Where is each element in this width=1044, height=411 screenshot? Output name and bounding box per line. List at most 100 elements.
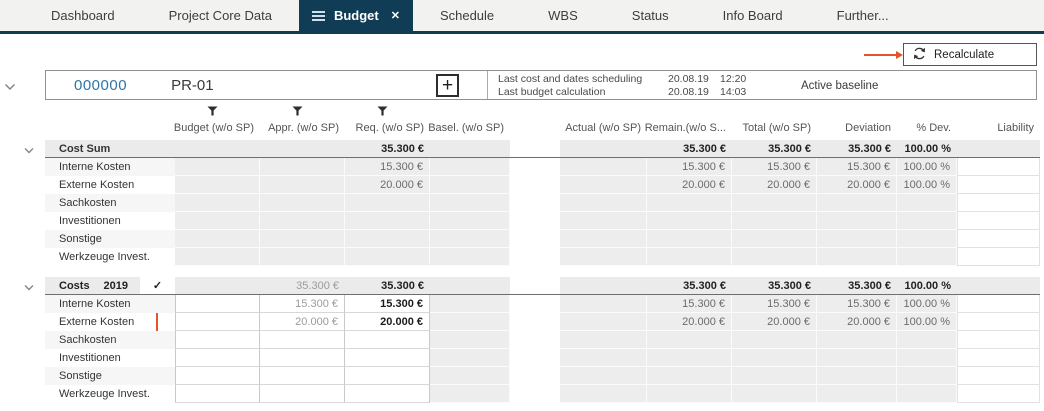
- chevron-down-icon[interactable]: [4, 78, 16, 96]
- cell-basel: [430, 331, 510, 349]
- cell-liability[interactable]: [957, 194, 1040, 212]
- cell-req[interactable]: [345, 349, 430, 367]
- group-cell-req: 35.300 €: [345, 277, 430, 295]
- cell-pdev: [897, 385, 957, 403]
- cell-liability[interactable]: [957, 313, 1040, 331]
- tab-project-core-data[interactable]: Project Core Data: [142, 0, 299, 31]
- table-row: Werkzeuge Invest.: [0, 248, 1040, 266]
- chevron-down-icon[interactable]: [24, 145, 34, 157]
- info-date: 20.08.19: [668, 86, 709, 98]
- cell-liability[interactable]: [957, 331, 1040, 349]
- tab-dashboard[interactable]: Dashboard: [24, 0, 142, 31]
- row-gutter: [45, 158, 55, 176]
- cell-deviation: [817, 367, 897, 385]
- info-date: 20.08.19: [668, 73, 709, 85]
- column-gap: [510, 140, 560, 158]
- cell-liability[interactable]: [957, 248, 1040, 266]
- row-expander-spacer: [0, 385, 45, 403]
- filter-icon[interactable]: [377, 106, 388, 119]
- filter-icon[interactable]: [207, 106, 218, 119]
- column-header-baseline[interactable]: Basel. (w/o SP): [428, 122, 510, 137]
- tab-budget[interactable]: Budget ✕: [298, 0, 413, 31]
- cell-remain: 15.300 €: [647, 158, 732, 176]
- project-number[interactable]: 000000: [74, 76, 128, 94]
- cell-budget[interactable]: [175, 331, 260, 349]
- group-cell-appr: 35.300 €: [260, 277, 345, 295]
- cell-budget[interactable]: [175, 295, 260, 313]
- filter-icon[interactable]: [292, 106, 303, 119]
- cell-basel: [430, 248, 510, 266]
- cell-liability[interactable]: [957, 367, 1040, 385]
- column-header-total[interactable]: Total (w/o SP): [732, 122, 817, 137]
- column-header-actual[interactable]: Actual (w/o SP): [560, 122, 647, 137]
- cell-req[interactable]: [345, 367, 430, 385]
- cell-actual: [560, 212, 647, 230]
- group-cell-req: 35.300 €: [345, 140, 430, 158]
- tab-schedule[interactable]: Schedule: [413, 0, 521, 31]
- cell-total: [732, 194, 817, 212]
- cell-req[interactable]: [345, 331, 430, 349]
- tab-wbs[interactable]: WBS: [521, 0, 605, 31]
- tab-label: WBS: [548, 8, 578, 23]
- baseline-check-icon[interactable]: ✓: [140, 277, 175, 295]
- group-cell-liability: [957, 277, 1040, 295]
- cell-liability[interactable]: [957, 176, 1040, 194]
- column-header-remaining[interactable]: Remain.(w/o S...: [645, 122, 732, 137]
- cell-remain: [647, 331, 732, 349]
- cell-remain: [647, 367, 732, 385]
- cell-liability[interactable]: [957, 230, 1040, 248]
- divider: [487, 71, 488, 99]
- cell-appr[interactable]: [260, 385, 345, 403]
- tab-further[interactable]: Further...: [810, 0, 916, 31]
- column-header-percent-deviation[interactable]: % Dev.: [897, 122, 957, 137]
- cell-req[interactable]: 15.300 €: [345, 295, 430, 313]
- cell-budget: [175, 194, 260, 212]
- cell-liability[interactable]: [957, 349, 1040, 367]
- row-expander-spacer: [0, 313, 45, 331]
- close-icon[interactable]: ✕: [390, 10, 400, 22]
- cell-liability[interactable]: [957, 158, 1040, 176]
- table-row: Interne Kosten 15.300 €15.300 €15.300 €15…: [0, 158, 1040, 176]
- cell-total: [732, 212, 817, 230]
- cell-budget[interactable]: [175, 385, 260, 403]
- cell-basel: [430, 158, 510, 176]
- group-cell-budget: [175, 277, 260, 295]
- cell-appr[interactable]: 15.300 €: [260, 295, 345, 313]
- cell-budget[interactable]: [175, 349, 260, 367]
- cell-req: [345, 194, 430, 212]
- column-header-deviation[interactable]: Deviation: [817, 122, 897, 137]
- cell-liability[interactable]: [957, 212, 1040, 230]
- row-gutter: [45, 140, 55, 158]
- row-label: Externe Kosten: [59, 179, 135, 191]
- cell-budget[interactable]: [175, 367, 260, 385]
- column-gap: [510, 331, 560, 349]
- cell-budget[interactable]: [175, 313, 260, 331]
- column-header-required[interactable]: Req. (w/o SP): [345, 106, 430, 137]
- column-header-budget[interactable]: Budget (w/o SP): [174, 106, 260, 137]
- cell-pdev: [897, 349, 957, 367]
- cell-appr[interactable]: [260, 349, 345, 367]
- cell-remain: 20.000 €: [647, 176, 732, 194]
- row-label: Interne Kosten: [55, 295, 175, 313]
- cell-budget: [175, 212, 260, 230]
- cell-appr[interactable]: [260, 331, 345, 349]
- column-header-liability[interactable]: Liability: [957, 122, 1040, 137]
- cell-appr[interactable]: [260, 367, 345, 385]
- cell-appr[interactable]: 20.000 €: [260, 313, 345, 331]
- tab-status[interactable]: Status: [605, 0, 696, 31]
- tab-label: Project Core Data: [168, 8, 272, 23]
- tab-info-board[interactable]: Info Board: [696, 0, 810, 31]
- cell-liability[interactable]: [957, 295, 1040, 313]
- recalculate-button[interactable]: Recalculate: [903, 43, 1037, 66]
- add-button[interactable]: +: [436, 74, 459, 97]
- column-header-approved[interactable]: Appr. (w/o SP): [260, 106, 345, 137]
- table-row: Investitionen: [0, 349, 1040, 367]
- chevron-down-icon[interactable]: [24, 282, 34, 294]
- cell-req: [345, 248, 430, 266]
- row-expander-spacer: [0, 367, 45, 385]
- cell-req[interactable]: [345, 385, 430, 403]
- cell-liability[interactable]: [957, 385, 1040, 403]
- menu-icon[interactable]: [311, 9, 325, 23]
- column-header-label: Basel. (w/o SP): [428, 122, 504, 134]
- cell-req[interactable]: 20.000 €: [345, 313, 430, 331]
